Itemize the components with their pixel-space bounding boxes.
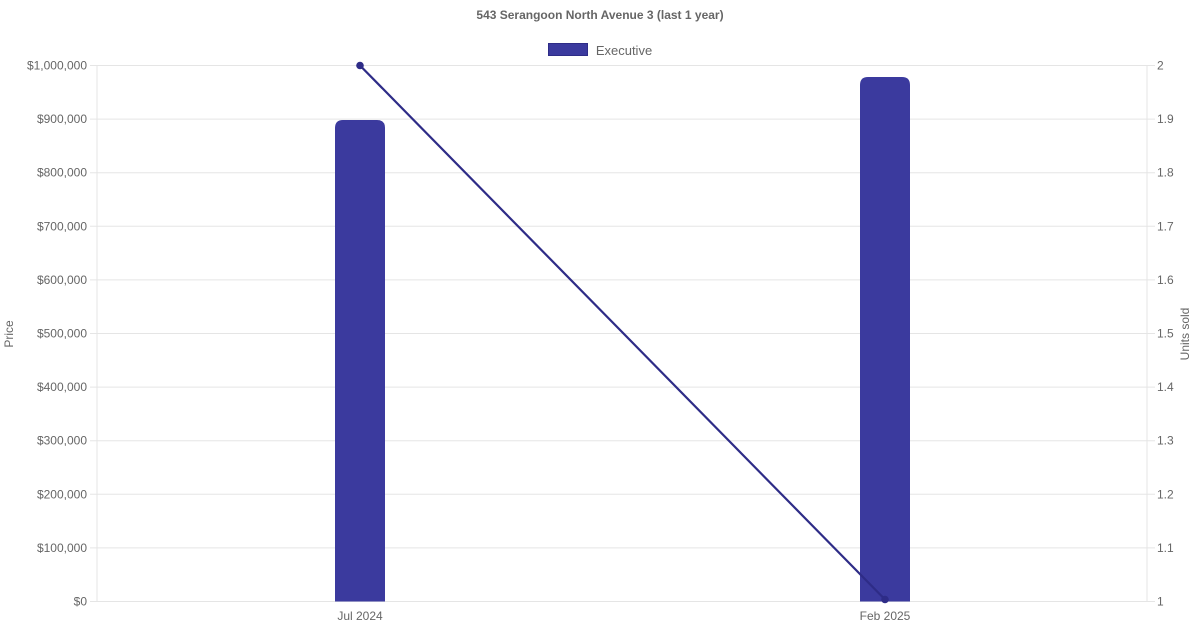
svg-text:$500,000: $500,000 <box>37 327 87 341</box>
svg-text:$700,000: $700,000 <box>37 219 87 233</box>
svg-text:1.2: 1.2 <box>1157 487 1174 501</box>
svg-text:Jul 2024: Jul 2024 <box>337 609 383 623</box>
svg-text:1.5: 1.5 <box>1157 327 1174 341</box>
svg-text:1.3: 1.3 <box>1157 434 1174 448</box>
svg-text:1.6: 1.6 <box>1157 273 1174 287</box>
svg-text:1.7: 1.7 <box>1157 219 1174 233</box>
svg-text:1.9: 1.9 <box>1157 112 1174 126</box>
svg-text:$0: $0 <box>74 595 88 609</box>
svg-text:$1,000,000: $1,000,000 <box>27 59 87 73</box>
svg-text:$100,000: $100,000 <box>37 541 87 555</box>
svg-text:$200,000: $200,000 <box>37 487 87 501</box>
svg-text:1.4: 1.4 <box>1157 380 1174 394</box>
svg-text:$300,000: $300,000 <box>37 434 87 448</box>
svg-text:1: 1 <box>1157 595 1164 609</box>
svg-text:$400,000: $400,000 <box>37 380 87 394</box>
svg-text:Feb 2025: Feb 2025 <box>860 609 911 623</box>
svg-text:$900,000: $900,000 <box>37 112 87 126</box>
svg-text:2: 2 <box>1157 59 1164 73</box>
svg-text:$800,000: $800,000 <box>37 166 87 180</box>
svg-text:Price: Price <box>2 320 16 348</box>
svg-text:1.8: 1.8 <box>1157 166 1174 180</box>
svg-text:1.1: 1.1 <box>1157 541 1174 555</box>
svg-text:$600,000: $600,000 <box>37 273 87 287</box>
svg-text:Units sold: Units sold <box>1178 308 1192 361</box>
